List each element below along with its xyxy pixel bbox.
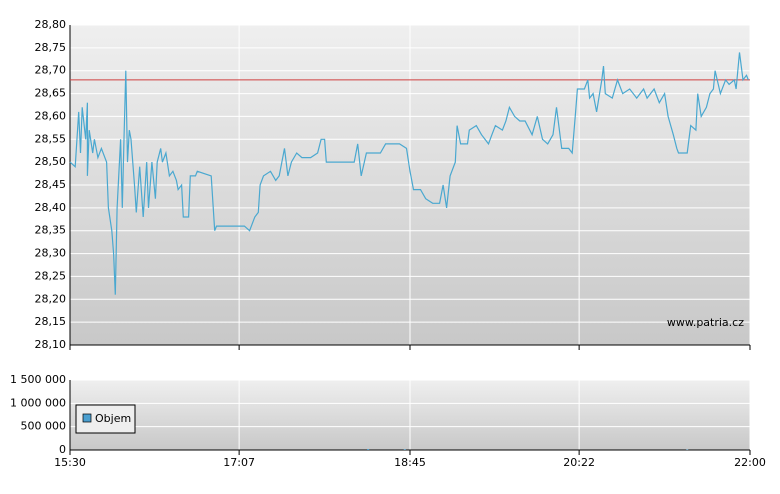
y-tick-label: 500 000 xyxy=(21,420,67,433)
watermark: www.patria.cz xyxy=(667,316,744,329)
y-tick-label: 28,15 xyxy=(35,315,67,328)
x-tick-label: 17:07 xyxy=(223,456,255,469)
y-tick-label: 28,55 xyxy=(35,132,67,145)
y-tick-label: 28,20 xyxy=(35,292,67,305)
volume-bar xyxy=(403,449,406,450)
y-tick-label: 28,35 xyxy=(35,224,67,237)
volume-bar xyxy=(686,449,689,451)
price-line xyxy=(69,52,749,295)
y-tick-label: 28,65 xyxy=(35,87,67,100)
y-tick-label: 28,30 xyxy=(35,247,67,260)
y-tick-label: 28,75 xyxy=(35,41,67,54)
y-tick-label: 28,60 xyxy=(35,109,67,122)
y-tick-label: 28,45 xyxy=(35,178,67,191)
volume-bar xyxy=(367,449,370,450)
x-tick-label: 18:45 xyxy=(394,456,426,469)
y-tick-label: 28,80 xyxy=(35,18,67,31)
y-tick-label: 28,50 xyxy=(35,155,67,168)
y-tick-label: 28,25 xyxy=(35,269,67,282)
y-tick-label: 1 000 000 xyxy=(10,396,66,409)
x-tick-label: 22:00 xyxy=(734,456,766,469)
y-tick-label: 0 xyxy=(59,443,66,456)
x-tick-label: 15:30 xyxy=(54,456,86,469)
y-tick-label: 28,40 xyxy=(35,201,67,214)
legend-swatch xyxy=(82,413,92,423)
x-tick-label: 20:22 xyxy=(563,456,595,469)
y-tick-label: 1 500 000 xyxy=(10,373,66,386)
y-tick-label: 28,70 xyxy=(35,64,67,77)
y-tick-label: 28,10 xyxy=(35,338,67,351)
legend-label: Objem xyxy=(95,412,131,425)
